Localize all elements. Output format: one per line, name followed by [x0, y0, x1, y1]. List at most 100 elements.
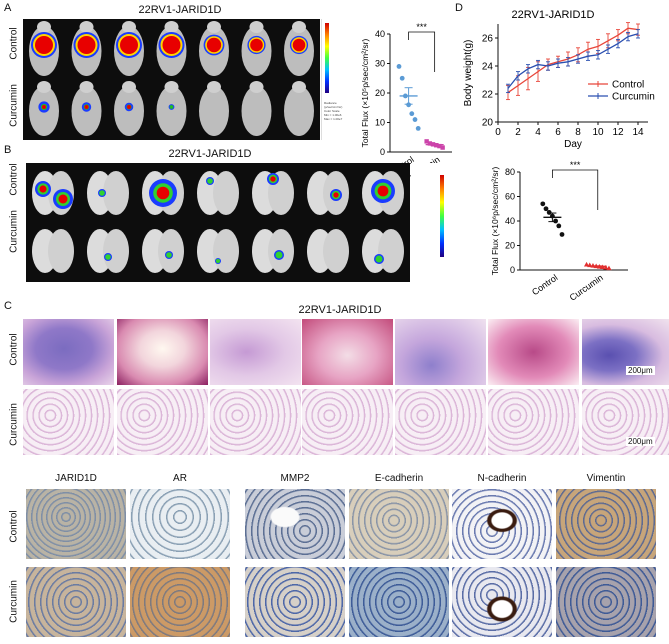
signal-red	[58, 194, 68, 204]
signal-red	[333, 192, 339, 198]
ihc-marker-label: E-cadherin	[374, 473, 424, 484]
mouse-body	[241, 86, 272, 136]
panel-a-row-curcumin: Curcumin	[8, 84, 20, 127]
panel-label-a: A	[4, 2, 12, 14]
bli-lung-image	[26, 163, 410, 282]
lung-bioluminescence-grid	[32, 171, 404, 273]
x-tick-label: 8	[575, 127, 581, 138]
he-control-tile	[117, 319, 208, 385]
signal-red	[84, 105, 89, 109]
mouse-head	[79, 81, 94, 93]
data-point	[540, 201, 546, 207]
panel-a-row-control: Control	[8, 27, 20, 60]
he-curcumin-tile	[395, 389, 486, 455]
panel-b-title: 22RV1-JARID1D	[168, 148, 252, 160]
data-point	[437, 143, 442, 149]
he-curcumin-tile	[488, 389, 579, 455]
colorbar-a-gradient	[325, 23, 329, 93]
lung-lobe-right	[213, 171, 239, 215]
y-tick-label: 10	[375, 118, 385, 128]
mouse-body	[284, 86, 314, 136]
significance-stars: ***	[416, 22, 427, 32]
data-point	[546, 210, 552, 215]
data-point	[424, 139, 429, 144]
mouse-head	[249, 21, 264, 33]
ihc-control-tile	[452, 489, 552, 559]
x-tick-label: 10	[592, 127, 604, 138]
ihc-control-tile	[245, 489, 345, 559]
data-point	[583, 261, 590, 267]
mouse-head	[249, 81, 264, 93]
panel-a-title: 22RV1-JARID1D	[138, 4, 222, 16]
data-point	[556, 223, 562, 229]
mouse-head	[79, 21, 94, 33]
y-tick-label: 0	[380, 147, 385, 157]
he-control-tile	[23, 319, 114, 385]
significance-bracket	[408, 31, 436, 72]
mouse-body	[156, 86, 187, 136]
signal-red	[127, 105, 131, 109]
he-curcumin-tile	[23, 389, 114, 455]
mouse-head	[164, 81, 179, 93]
signal-green	[99, 190, 105, 196]
data-point	[396, 64, 402, 69]
mouse-head	[207, 21, 221, 33]
he-curcumin-tile	[117, 389, 208, 455]
panel-b-row-curcumin: Curcumin	[8, 210, 20, 253]
data-point	[406, 102, 411, 108]
ihc-control-tile	[130, 489, 230, 559]
he-control-tile	[395, 319, 486, 385]
ihc-row-control: Control	[8, 510, 20, 543]
y-tick-label: 24	[482, 62, 494, 73]
signal-red	[39, 185, 47, 193]
colorbar-a-text: Radiance (p/sec/cm²/sr) Color Scale Min …	[324, 101, 343, 121]
signal-green	[166, 252, 172, 258]
ihc-row-curcumin: Curcumin	[8, 580, 20, 623]
y-tick-label: 0	[510, 265, 515, 275]
y-axis-label: Total Flux (×10⁵p/sec/cm²/sr)	[360, 39, 370, 148]
ihc-control-tile	[349, 489, 449, 559]
x-tick-label: 6	[555, 127, 561, 138]
panel-b-row-control: Control	[8, 163, 20, 196]
signal-red	[250, 38, 263, 52]
chart-b-total-flux: 0 20 40 60 80 Total Flux (×10⁶p/sec/cm²/sr) Co…	[490, 160, 628, 300]
significance-bracket	[552, 169, 599, 210]
series-line	[507, 27, 639, 94]
data-point	[440, 145, 445, 150]
signal-red	[42, 105, 46, 109]
data-point	[399, 75, 405, 81]
data-point	[603, 264, 609, 270]
signal-red	[162, 36, 181, 54]
signal-green	[375, 255, 383, 263]
panel-c-title: 22RV1-JARID1D	[298, 304, 382, 316]
ihc-curcumin-tile	[245, 567, 345, 637]
mouse-head	[292, 21, 306, 33]
lung-lobe-right	[103, 171, 129, 215]
ihc-curcumin-tile	[556, 567, 656, 637]
x-tick-label: Control	[530, 272, 560, 297]
signal-red	[120, 36, 138, 54]
mouse-head	[292, 81, 306, 93]
signal-green	[105, 254, 111, 260]
data-point	[606, 265, 612, 271]
ihc-marker-label: N-cadherin	[477, 473, 527, 484]
panel-c-row-curcumin: Curcumin	[8, 403, 20, 446]
ihc-curcumin-tile	[349, 567, 449, 637]
ihc-curcumin-tile	[130, 567, 230, 637]
x-tick-label: 14	[632, 127, 644, 138]
signal-green	[215, 258, 221, 264]
mouse-head	[37, 81, 51, 93]
colorbar-b	[411, 163, 448, 282]
ihc-curcumin-tile	[26, 567, 126, 637]
scale-bar-he-curcumin: 200μm	[626, 437, 655, 446]
y-tick-label: 40	[375, 29, 385, 39]
he-control-tile	[582, 319, 669, 385]
y-tick-label: 22	[482, 90, 494, 101]
signal-green	[207, 178, 213, 184]
ihc-marker-label: MMP2	[280, 473, 310, 484]
x-tick-label: Curcumin	[568, 272, 605, 300]
ihc-marker-label: JARID1D	[55, 473, 97, 484]
x-tick-label: 12	[612, 127, 624, 138]
lung-lobe-right	[48, 229, 74, 273]
